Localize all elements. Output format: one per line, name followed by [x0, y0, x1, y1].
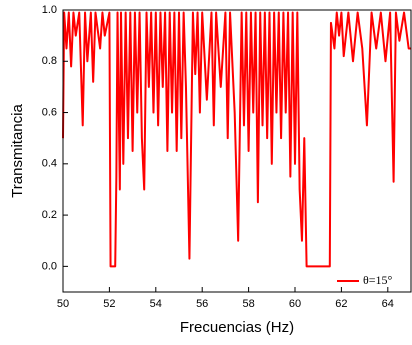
x-tick-label: 62 — [335, 298, 347, 310]
y-tick-label: 0.4 — [42, 158, 57, 170]
x-tick-label: 50 — [57, 298, 69, 310]
x-tick-label: 54 — [150, 298, 162, 310]
y-tick-label: 0.6 — [42, 106, 57, 118]
x-tick-label: 52 — [103, 298, 115, 310]
x-tick-label: 58 — [242, 298, 254, 310]
x-axis-title: Frecuencias (Hz) — [180, 319, 294, 336]
legend-label: θ=15° — [363, 273, 393, 287]
data-line — [62, 11, 411, 268]
x-tick-label: 64 — [382, 298, 394, 310]
x-tick-label: 56 — [196, 298, 208, 310]
y-tick-label: 1.0 — [42, 4, 57, 16]
y-axis-title: Transmitancia — [9, 104, 26, 198]
plot-frame — [62, 9, 412, 293]
y-tick-label: 0.0 — [42, 260, 57, 272]
y-tick-label: 0.8 — [42, 55, 57, 67]
y-tick-label: 0.2 — [42, 209, 57, 221]
x-tick-label: 60 — [289, 298, 301, 310]
